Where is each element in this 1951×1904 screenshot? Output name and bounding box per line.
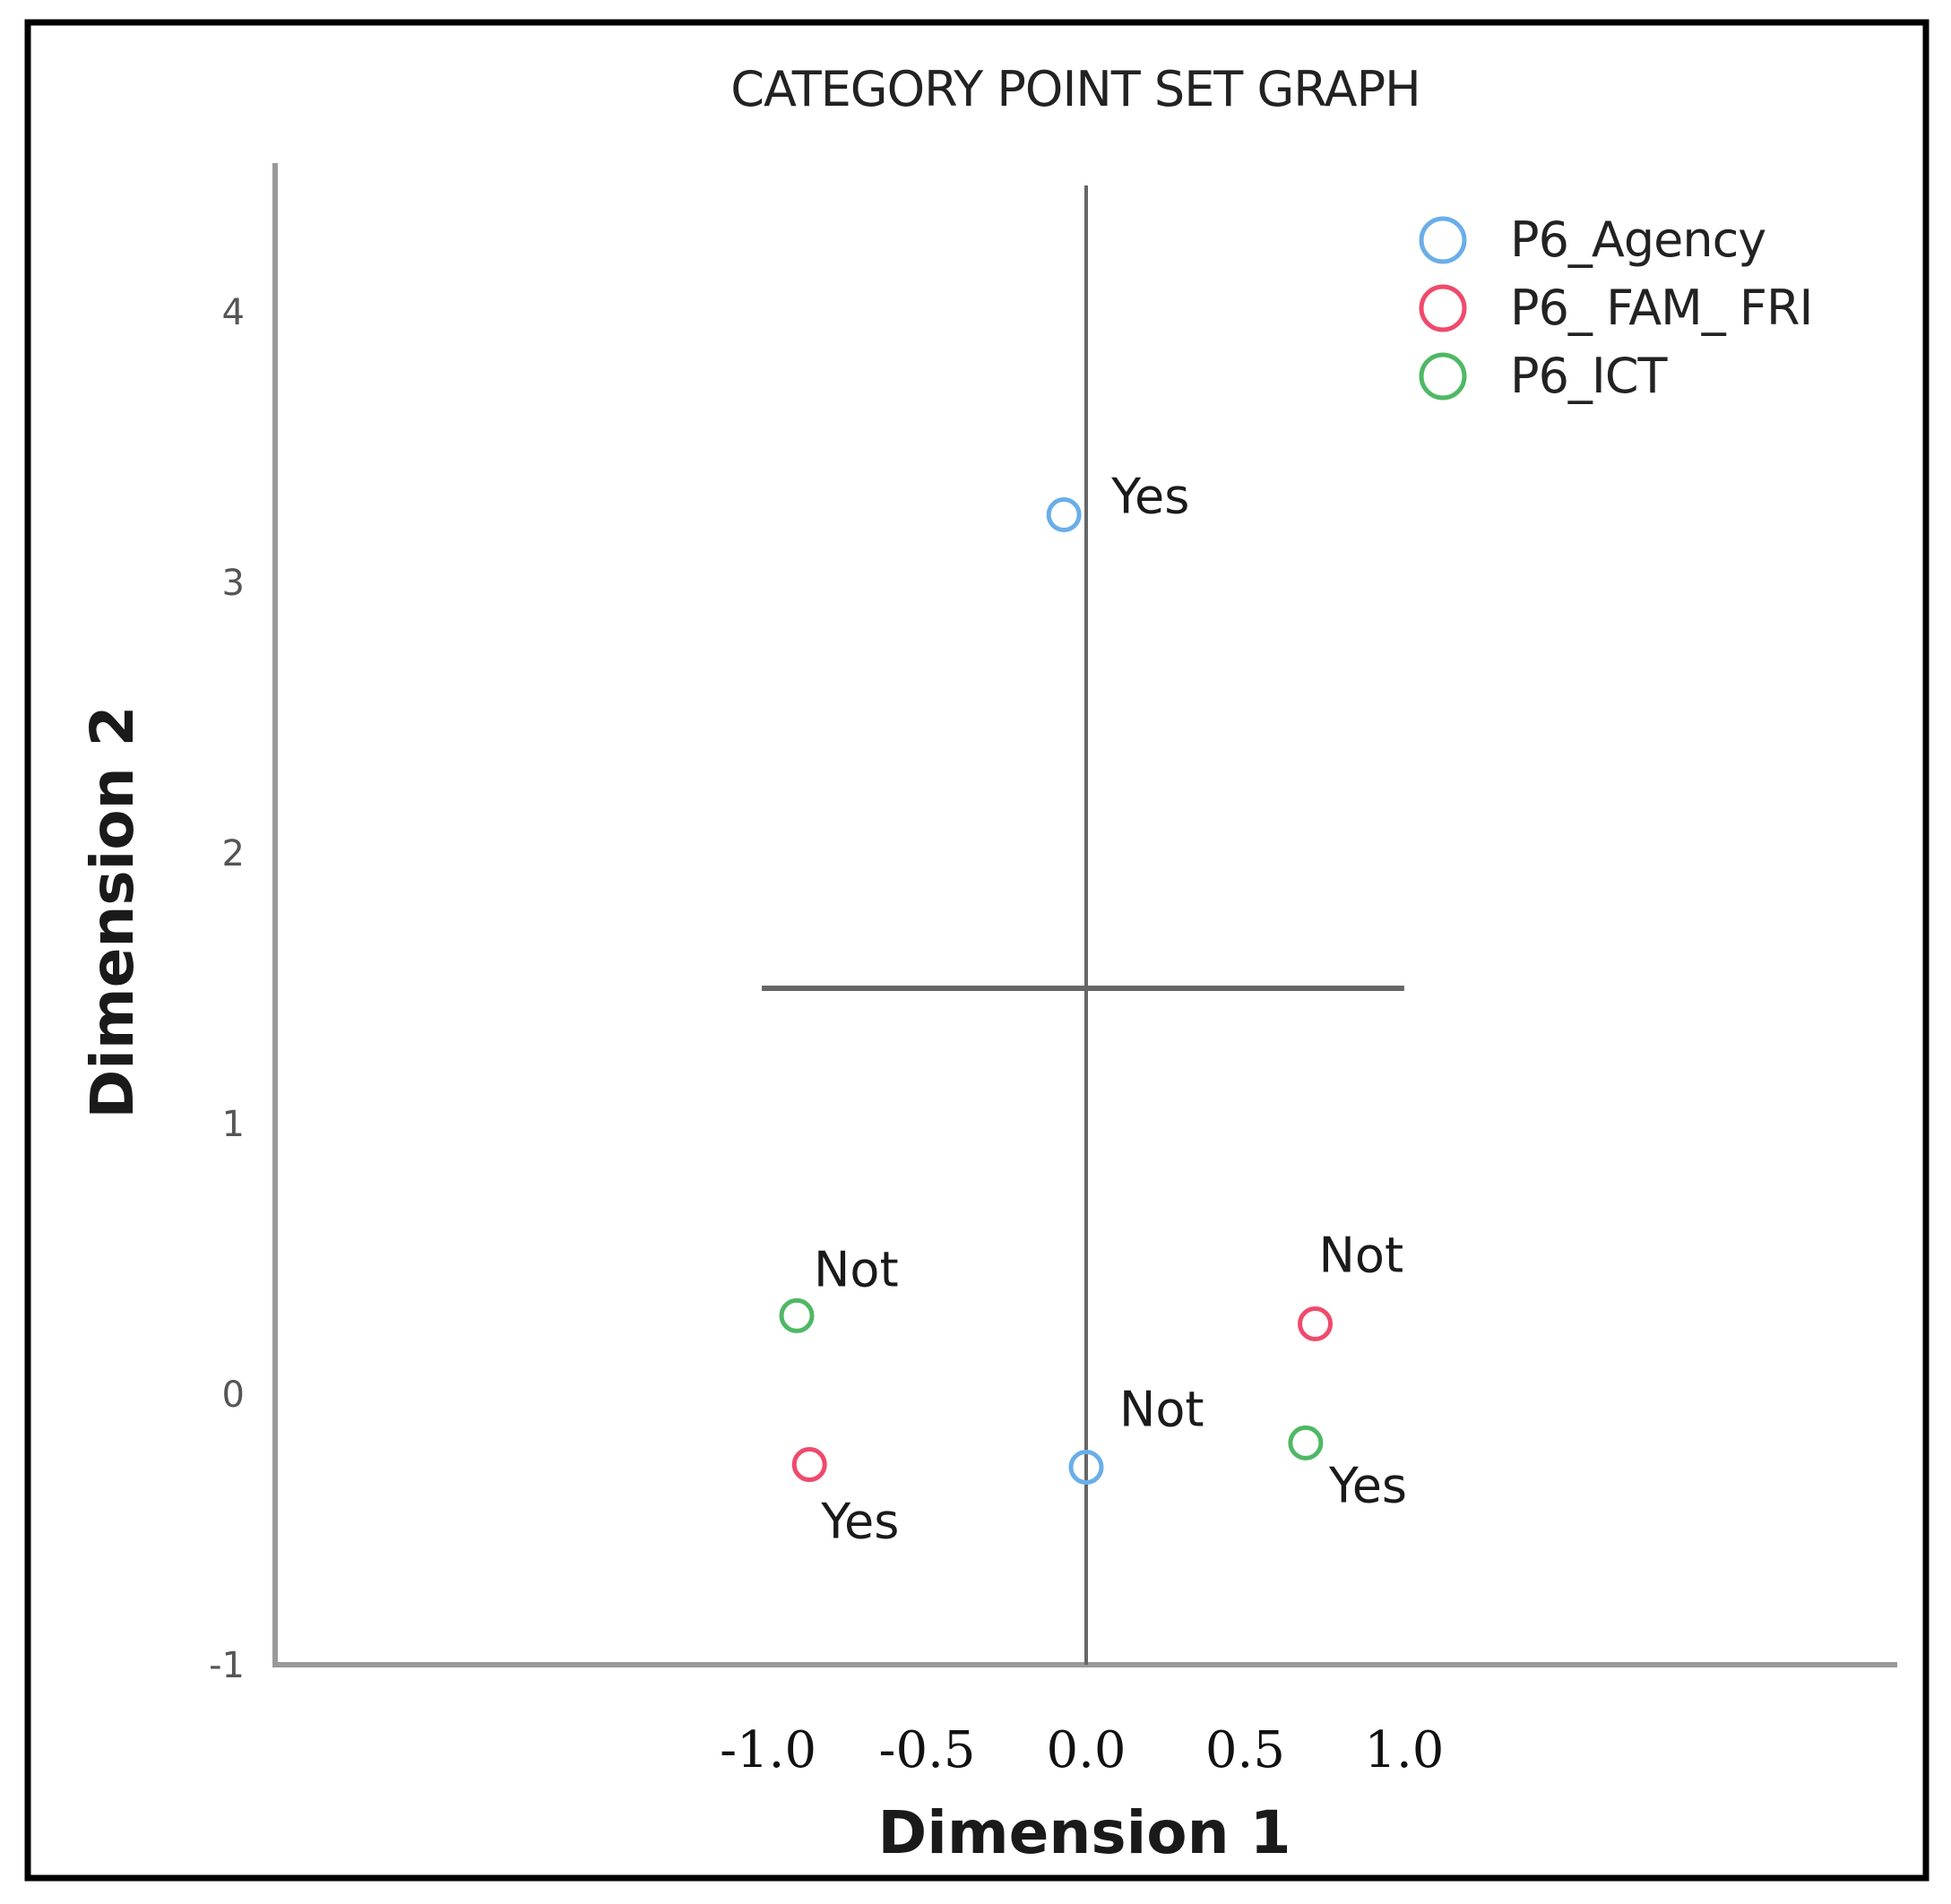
reference-lines [762,185,1404,1665]
legend: P6_Agency P6_ FAM_ FRI P6_ICT [1419,211,1813,404]
y-tick-label: 4 [222,292,245,333]
data-point-label: Not [1319,1227,1404,1283]
legend-marker [1419,284,1467,332]
legend-marker [1419,216,1467,264]
data-point-label: Yes [1110,469,1189,525]
data-point-marker [1068,1450,1104,1486]
x-tick-label: -0.5 [879,1721,976,1779]
chart-frame [24,19,1929,1882]
data-point-label: Not [814,1241,899,1297]
data-point-label: Not [1119,1382,1204,1438]
y-tick-label: -1 [209,1645,245,1686]
y-tick-label: 0 [222,1374,245,1416]
y-tick-label: 3 [222,563,245,604]
x-axis-label: Dimension 1 [877,1798,1291,1867]
legend-label: P6_ICT [1510,348,1669,404]
y-tick-label: 2 [222,833,245,874]
data-point-marker [791,1447,827,1483]
data-points: Yes Not Not Yes Not Yes [779,469,1407,1550]
x-tick-label: 0.5 [1205,1721,1285,1779]
data-point-marker [1288,1425,1324,1460]
legend-label: P6_Agency [1510,211,1765,268]
data-point-label: Yes [820,1494,899,1550]
chart-title: CATEGORY POINT SET GRAPH [730,61,1420,117]
data-point-marker [779,1297,815,1333]
data-point-marker [1298,1305,1334,1341]
x-tick-label: 0.0 [1046,1721,1126,1779]
y-tick-label: 1 [222,1104,245,1145]
legend-label: P6_ FAM_ FRI [1510,280,1812,336]
x-tick-label: 1.0 [1364,1721,1444,1779]
data-point-label: Yes [1328,1457,1407,1513]
x-tick-labels: -1.0 -0.5 0.0 0.5 1.0 [720,1721,1444,1779]
y-tick-labels: -1 0 1 2 3 4 [209,292,245,1686]
legend-marker [1419,352,1467,401]
y-axis-label: Dimension 2 [78,705,147,1118]
x-tick-label: -1.0 [720,1721,816,1779]
data-point-marker [1046,497,1082,532]
